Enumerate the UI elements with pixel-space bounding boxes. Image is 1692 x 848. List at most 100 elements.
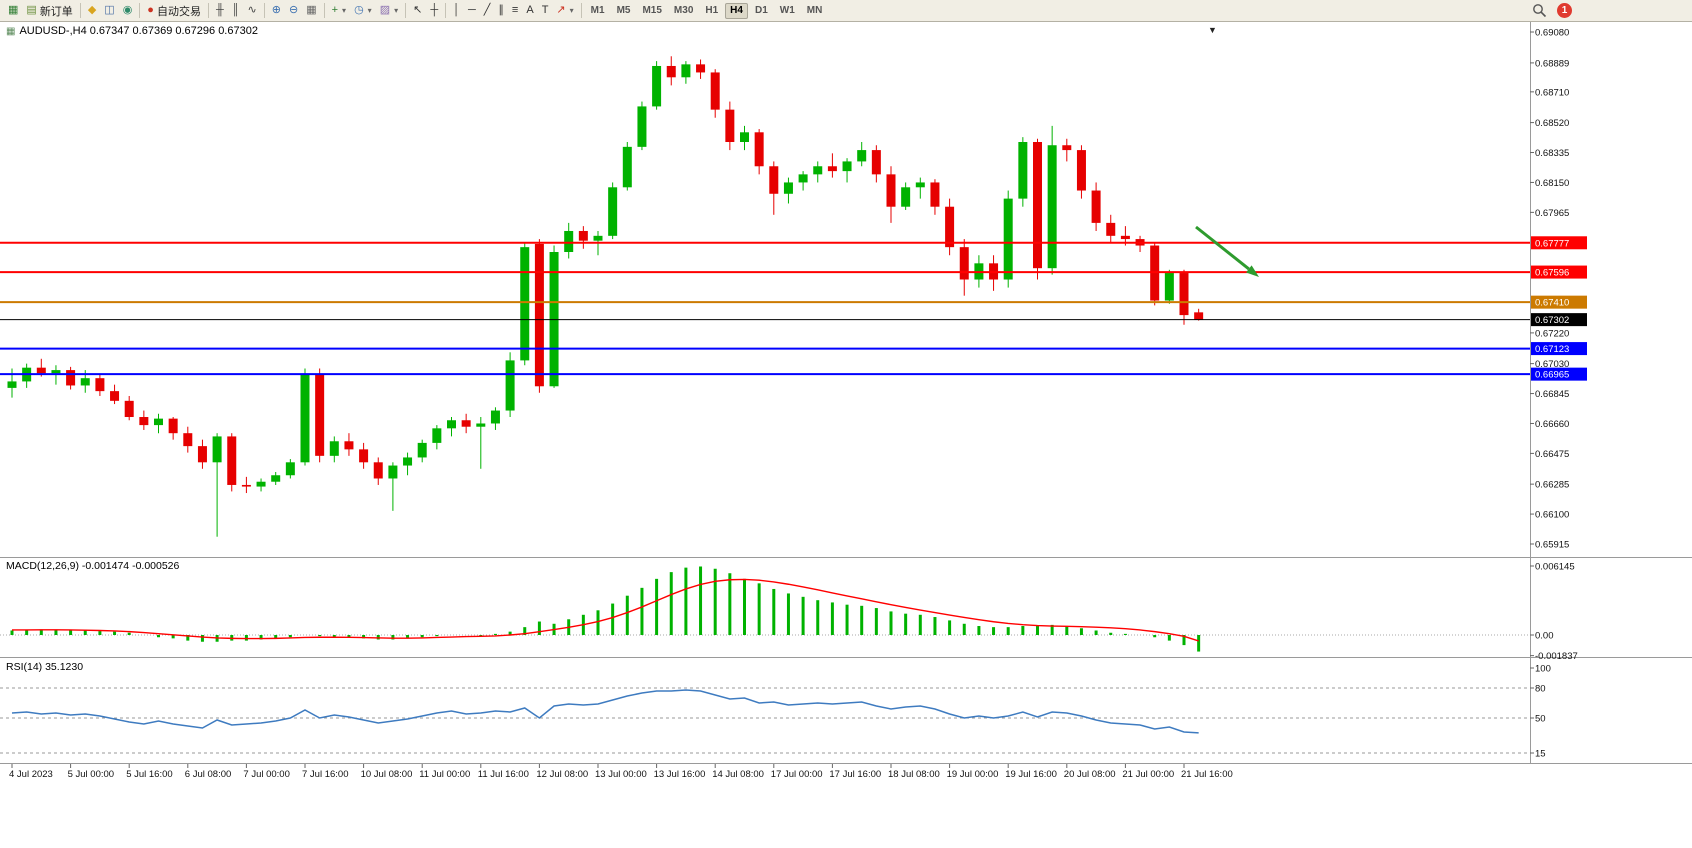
timeframe-mn[interactable]: MN <box>806 4 823 16</box>
toolbar-separator <box>405 3 407 18</box>
macd-signal-line <box>12 578 1199 642</box>
tile-windows-icon[interactable]: ▦ <box>302 2 320 20</box>
time-axis-label: 11 Jul 16:00 <box>478 769 529 780</box>
macd-axis-label: -0.001837 <box>1535 651 1578 662</box>
time-axis-label: 13 Jul 00:00 <box>595 769 647 780</box>
price-tick-label: 0.65915 <box>1535 540 1569 551</box>
toolbar-separator <box>263 3 265 18</box>
new-order-button[interactable]: ▤ 新订单 <box>22 2 76 20</box>
indicators-icon: + <box>331 4 339 16</box>
timeframe-m1[interactable]: M1 <box>590 4 605 16</box>
market-watch-icon: ◫ <box>104 4 115 16</box>
horizontal-line-icon: ─ <box>468 4 476 16</box>
price-tick-label: 0.68335 <box>1535 148 1569 159</box>
chevron-down-icon: ▾ <box>569 6 574 15</box>
toolbar-separator <box>445 3 447 18</box>
toolbar-separator <box>79 3 81 18</box>
price-tick-label: 0.66845 <box>1535 389 1569 400</box>
label-icon[interactable]: T <box>538 2 553 20</box>
trend-arrow[interactable] <box>1195 225 1250 271</box>
autotrading-button[interactable]: ● 自动交易 <box>143 2 205 20</box>
toolbar: ▦ ▤ 新订单 ◆ ◫ ◉ ● 自动交易 ╫ ║ ∿ ⊕ ⊖ ▦ + ▾ ◷ ▾ ▨ ▾ ↖ ┼ │ ─ ╱ ∥ ≡ A T ↗ ▾ M1 M… <box>0 0 1692 22</box>
notification-badge[interactable]: 1 <box>1557 3 1572 18</box>
macd-axis-label: 0.006145 <box>1535 562 1575 573</box>
price-badge-label: 0.67777 <box>1535 238 1569 249</box>
search-icon[interactable] <box>1532 3 1547 18</box>
periods-icon: ◷ <box>354 4 364 16</box>
timeframe-m5[interactable]: M5 <box>616 4 631 16</box>
chevron-down-icon: ▾ <box>367 6 372 15</box>
price-badge <box>1531 313 1587 327</box>
data-window-icon[interactable]: ◉ <box>119 2 137 20</box>
crosshair-icon[interactable]: ┼ <box>426 2 442 20</box>
price-badge-label: 0.67123 <box>1535 344 1569 355</box>
price-badge-label: 0.66965 <box>1535 370 1569 381</box>
candlestick-icon[interactable]: ║ <box>228 2 244 20</box>
templates-button[interactable]: ▨ ▾ <box>376 2 402 20</box>
timeframe-w1[interactable]: W1 <box>779 4 795 16</box>
timeframe-h4[interactable]: H4 <box>725 2 748 19</box>
time-axis-label: 5 Jul 00:00 <box>68 769 114 780</box>
label-icon: T <box>541 4 549 16</box>
zoom-out-icon[interactable]: ⊖ <box>285 2 302 20</box>
text-icon: A <box>526 4 534 16</box>
toolbar-separator <box>207 3 209 18</box>
price-badge-label: 0.67596 <box>1535 268 1569 279</box>
timeframe-h1[interactable]: H1 <box>705 4 719 16</box>
arrows-icon: ↗ <box>556 4 566 16</box>
rsi-indicator-label: RSI(14) 35.1230 <box>6 661 84 673</box>
profile-icon: ◆ <box>87 4 97 16</box>
chart-window-icon[interactable]: ▦ <box>4 2 22 20</box>
time-axis-label: 21 Jul 16:00 <box>1181 769 1233 780</box>
profile-icon[interactable]: ◆ <box>84 2 100 20</box>
autotrading-icon: ● <box>147 4 154 16</box>
ohlc-bars-icon[interactable]: ╫ <box>212 2 228 20</box>
vertical-line-icon[interactable]: │ <box>449 2 464 20</box>
timeframe-m30[interactable]: M30 <box>673 4 694 16</box>
toolbar-separator <box>580 3 582 18</box>
chevron-down-icon: ▾ <box>342 6 347 15</box>
rsi-axis-label: 50 <box>1535 714 1546 725</box>
price-tick-label: 0.67965 <box>1535 208 1569 219</box>
ohlc-bars-icon: ╫ <box>215 4 224 16</box>
price-tick-label: 0.68889 <box>1535 58 1569 69</box>
price-tick-label: 0.66475 <box>1535 449 1569 460</box>
zoom-in-icon[interactable]: ⊕ <box>268 2 285 20</box>
cursor-icon[interactable]: ↖ <box>409 2 426 20</box>
chart-symbol-icon: ▦ <box>6 25 16 37</box>
text-icon[interactable]: A <box>522 2 537 20</box>
trendline-icon: ╱ <box>483 4 491 16</box>
time-axis-label: 21 Jul 00:00 <box>1122 769 1174 780</box>
market-watch-icon[interactable]: ◫ <box>100 2 118 20</box>
autotrading-button-label: 自动交易 <box>156 5 201 18</box>
time-axis-label: 7 Jul 16:00 <box>302 769 348 780</box>
periods-button[interactable]: ◷ ▾ <box>350 2 376 20</box>
price-tick-label: 0.66660 <box>1535 419 1569 430</box>
price-tick-label: 0.66100 <box>1535 510 1569 521</box>
data-window-icon: ◉ <box>122 4 133 16</box>
horizontal-line-icon[interactable]: ─ <box>464 2 480 20</box>
channel-icon: ∥ <box>498 4 504 16</box>
chart-menu-arrow-icon[interactable]: ▼ <box>1208 25 1217 35</box>
time-axis-label: 17 Jul 16:00 <box>829 769 881 780</box>
macd-axis-label: 0.00 <box>1535 631 1554 642</box>
candlestick-icon: ║ <box>231 4 240 16</box>
candles-layer <box>7 56 1204 537</box>
line-chart-icon: ∿ <box>247 4 257 16</box>
arrows-button[interactable]: ↗ ▾ <box>552 2 577 20</box>
indicators-button[interactable]: + ▾ <box>328 2 350 20</box>
vertical-line-icon: │ <box>453 4 460 16</box>
trendline-icon[interactable]: ╱ <box>480 2 495 20</box>
timeframe-m15[interactable]: M15 <box>642 4 662 16</box>
trend-arrow-head[interactable] <box>1246 265 1259 277</box>
time-axis-label: 19 Jul 00:00 <box>947 769 999 780</box>
line-chart-icon[interactable]: ∿ <box>244 2 261 20</box>
toolbar-left-group: ▦ ▤ 新订单 ◆ ◫ ◉ ● 自动交易 ╫ ║ ∿ ⊕ ⊖ ▦ + ▾ ◷ ▾ ▨ ▾ ↖ ┼ │ ─ ╱ ∥ ≡ A T ↗ ▾ <box>4 2 585 20</box>
fibonacci-icon[interactable]: ≡ <box>508 2 522 20</box>
cursor-icon: ↖ <box>413 4 423 16</box>
price-badge <box>1531 342 1587 356</box>
channel-icon[interactable]: ∥ <box>494 2 508 20</box>
timeframe-d1[interactable]: D1 <box>754 4 768 16</box>
toolbar-separator <box>323 3 325 18</box>
time-axis-label: 18 Jul 08:00 <box>888 769 940 780</box>
